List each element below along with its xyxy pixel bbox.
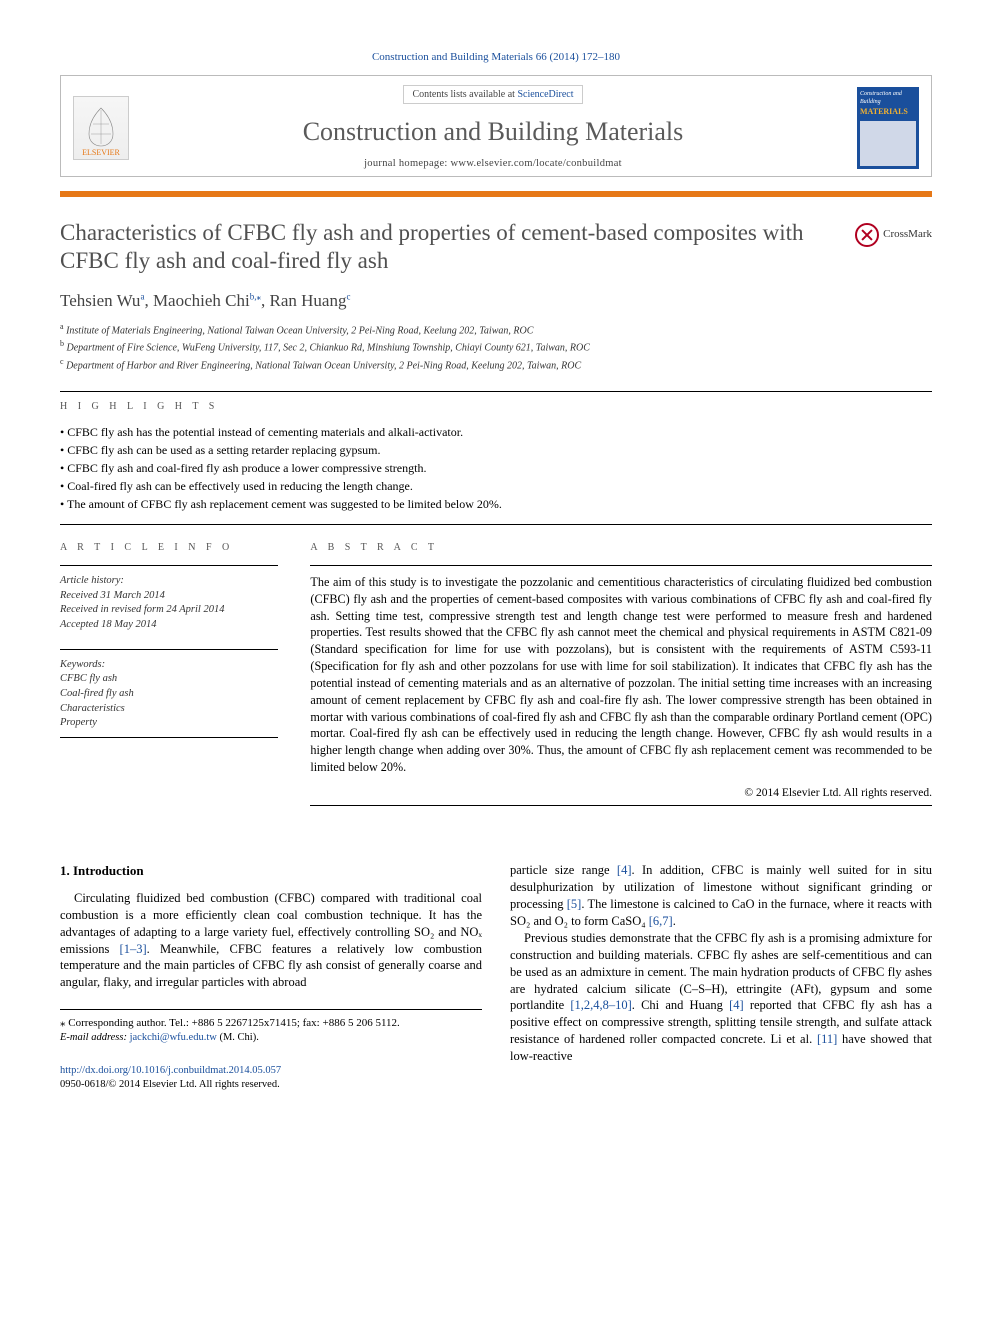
author-1-affil: a: [140, 291, 144, 301]
copyright-line: © 2014 Elsevier Ltd. All rights reserved…: [310, 786, 932, 802]
col2-paragraph-2: Previous studies demonstrate that the CF…: [510, 930, 932, 1065]
highlight-item: CFBC fly ash has the potential instead o…: [60, 424, 932, 440]
highlights-list: CFBC fly ash has the potential instead o…: [60, 424, 932, 513]
abstract-label: A B S T R A C T: [310, 541, 932, 555]
citation-ref[interactable]: [1–3]: [120, 942, 147, 956]
highlight-item: Coal-fired fly ash can be effectively us…: [60, 478, 932, 494]
divider: [60, 524, 932, 525]
highlight-item: CFBC fly ash can be used as a setting re…: [60, 442, 932, 458]
corresponding-author-footer: ⁎ Corresponding author. Tel.: +886 5 226…: [60, 1009, 482, 1045]
citation-ref[interactable]: [4]: [617, 863, 632, 877]
paper-title: Characteristics of CFBC fly ash and prop…: [60, 219, 839, 277]
article-info-label: A R T I C L E I N F O: [60, 541, 278, 555]
affiliation-line: a Institute of Materials Engineering, Na…: [60, 321, 932, 338]
col2-paragraph-1: particle size range [4]. In addition, CF…: [510, 862, 932, 930]
elsevier-logo: ELSEVIER: [73, 96, 129, 160]
intro-paragraph-1: Circulating fluidized bed combustion (CF…: [60, 890, 482, 991]
journal-homepage: journal homepage: www.elsevier.com/locat…: [129, 157, 857, 171]
affiliation-line: c Department of Harbor and River Enginee…: [60, 356, 932, 373]
keyword-item: CFBC fly ash: [60, 672, 278, 687]
author-2: Maochieh Chi: [153, 291, 250, 310]
crossmark-badge[interactable]: CrossMark: [855, 223, 932, 247]
crossmark-label: CrossMark: [883, 227, 932, 242]
corresponding-author-name: (M. Chi).: [217, 1032, 259, 1043]
citation-ref[interactable]: [1,2,4,8–10]: [570, 998, 631, 1012]
keyword-item: Property: [60, 716, 278, 731]
section-heading-intro: 1. Introduction: [60, 862, 482, 880]
keywords-label: Keywords:: [60, 658, 278, 673]
highlight-item: The amount of CFBC fly ash replacement c…: [60, 496, 932, 512]
corresponding-line1: ⁎ Corresponding author. Tel.: +886 5 226…: [60, 1017, 400, 1029]
history-label: Article history:: [60, 574, 278, 589]
author-1: Tehsien Wu: [60, 291, 140, 310]
journal-cover-thumb: Construction and Building MATERIALS: [857, 87, 919, 169]
history-line: Accepted 18 May 2014: [60, 618, 278, 633]
author-2-affil: b,⁎: [250, 291, 261, 301]
doi-block: http://dx.doi.org/10.1016/j.conbuildmat.…: [60, 1064, 482, 1092]
top-citation: Construction and Building Materials 66 (…: [60, 50, 932, 65]
doi-link[interactable]: http://dx.doi.org/10.1016/j.conbuildmat.…: [60, 1065, 281, 1076]
crossmark-icon: [855, 223, 879, 247]
elsevier-text: ELSEVIER: [82, 148, 120, 159]
author-3-affil: c: [346, 291, 350, 301]
contents-prefix: Contents lists available at: [412, 89, 517, 100]
orange-divider: [60, 191, 932, 197]
citation-ref[interactable]: [5]: [567, 897, 582, 911]
highlights-label: H I G H L I G H T S: [60, 400, 932, 414]
author-3: Ran Huang: [269, 291, 346, 310]
citation-ref[interactable]: [4]: [729, 998, 744, 1012]
cover-line1: Construction and Building: [860, 90, 916, 106]
authors-line: Tehsien Wua, Maochieh Chib,⁎, Ran Huangc: [60, 290, 932, 313]
citation-ref[interactable]: [11]: [817, 1032, 837, 1046]
article-info-column: A R T I C L E I N F O Article history: R…: [60, 533, 278, 806]
keyword-item: Coal-fired fly ash: [60, 687, 278, 702]
affiliation-line: b Department of Fire Science, WuFeng Uni…: [60, 338, 932, 355]
keyword-item: Characteristics: [60, 702, 278, 717]
citation-ref[interactable]: [6,7]: [649, 914, 673, 928]
journal-name: Construction and Building Materials: [129, 114, 857, 149]
email-label: E-mail address:: [60, 1032, 130, 1043]
contents-line: Contents lists available at ScienceDirec…: [403, 85, 582, 105]
history-line: Received 31 March 2014: [60, 589, 278, 604]
divider: [60, 391, 932, 392]
abstract-column: A B S T R A C T The aim of this study is…: [310, 533, 932, 806]
cover-line2: MATERIALS: [860, 107, 916, 118]
issn-line: 0950-0618/© 2014 Elsevier Ltd. All right…: [60, 1079, 280, 1090]
abstract-text: The aim of this study is to investigate …: [310, 574, 932, 776]
affiliations: a Institute of Materials Engineering, Na…: [60, 321, 932, 373]
sciencedirect-link[interactable]: ScienceDirect: [517, 89, 573, 100]
corresponding-email-link[interactable]: jackchi@wfu.edu.tw: [130, 1032, 217, 1043]
highlight-item: CFBC fly ash and coal-fired fly ash prod…: [60, 460, 932, 476]
history-line: Received in revised form 24 April 2014: [60, 603, 278, 618]
journal-header-box: ELSEVIER Contents lists available at Sci…: [60, 75, 932, 177]
